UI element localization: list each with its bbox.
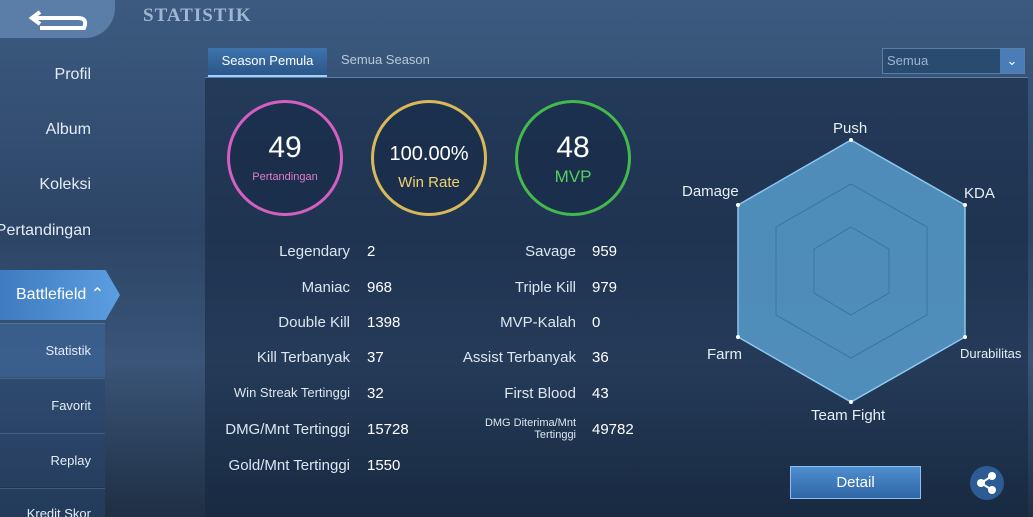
dropdown-arrow: ⌄	[1000, 49, 1024, 73]
summary-circle: 49 Pertandingan	[227, 100, 343, 216]
nav-item[interactable]: Hasil Pertandingan	[0, 222, 105, 240]
nav-item[interactable]: Koleksi	[39, 176, 91, 193]
stat-label: Gold/Mnt Tertinggi	[228, 457, 350, 474]
stat-value: 979	[592, 279, 618, 296]
nav-item[interactable]: Profil	[54, 66, 91, 83]
stat-value: 1398	[367, 314, 401, 331]
stat-value: 0	[592, 314, 601, 331]
summary-value: 48	[556, 131, 590, 164]
filter-label: Semua	[887, 53, 929, 68]
tab-active[interactable]: Season Pemula	[208, 48, 327, 77]
stat-label: MVP-Kalah	[500, 314, 576, 331]
stat-value: 2	[367, 243, 376, 260]
stat-label: Savage	[525, 243, 576, 260]
radar-axis-label: Farm	[707, 346, 742, 363]
sub-nav-item[interactable]: Favorit	[0, 378, 105, 432]
stat-value: 959	[592, 243, 618, 260]
summary-value: 100.00%	[389, 143, 469, 165]
stat-value: 15728	[367, 421, 409, 438]
stat-value: 49782	[592, 421, 634, 438]
summary-circle: 48 MVP	[515, 100, 631, 216]
filter-dropdown[interactable]: Semua ⌄	[882, 48, 1025, 74]
radar-axis-label: Push	[833, 120, 868, 137]
back-icon	[28, 10, 88, 30]
stat-label: DMG/Mnt Tertinggi	[225, 421, 350, 438]
stat-label: Triple Kill	[514, 279, 576, 296]
summary-label: MVP	[554, 167, 592, 186]
stat-label: Win Streak Tertinggi	[233, 385, 350, 400]
nav-item[interactable]: Album	[45, 121, 91, 138]
stat-value: 1550	[367, 457, 401, 474]
stat-label: Assist Terbanyak	[462, 349, 576, 366]
summary-circle: 100.00% Win Rate	[371, 100, 487, 216]
stat-label: Legendary	[279, 243, 350, 260]
radar-axis-label: KDA	[964, 185, 995, 202]
radar-grid	[775, 183, 928, 359]
detail-button[interactable]: Detail	[790, 466, 921, 499]
summary-value: 49	[268, 131, 302, 164]
radar-grid	[813, 226, 890, 316]
back-button[interactable]	[0, 0, 115, 38]
radar-vertices	[736, 138, 967, 404]
stat-label: Kill Terbanyak	[256, 349, 350, 366]
stat-label: Maniac	[301, 279, 350, 296]
share-icon	[977, 472, 996, 494]
nav-label: Hasil Pertandingan	[0, 222, 91, 239]
radar-chart	[736, 138, 967, 404]
stat-label: First Blood	[504, 385, 576, 402]
stat-value: 36	[592, 349, 609, 366]
summary-label: Win Rate	[398, 174, 460, 191]
stat-value: 32	[367, 385, 384, 402]
nav-item-active[interactable]: Battlefield ⌃	[0, 270, 120, 320]
share-button[interactable]	[970, 466, 1004, 500]
stat-label: DMG Diterima/Mnt Tertinggi	[484, 417, 576, 441]
radar-area	[737, 139, 966, 403]
tab-divider	[205, 77, 1028, 78]
summary-label: Pertandingan	[252, 171, 318, 183]
nav-label: Battlefield	[16, 286, 87, 303]
stat-value: 43	[592, 385, 609, 402]
tab[interactable]: Semua Season	[341, 52, 430, 67]
stat-label: Double Kill	[278, 314, 350, 331]
radar-axis-label: Team Fight	[811, 407, 886, 424]
page-title: STATISTIK	[143, 5, 252, 26]
sub-nav-item-active[interactable]: Statistik	[0, 323, 105, 377]
stat-value: 37	[367, 349, 384, 366]
radar-axis-label: Damage	[682, 183, 739, 200]
sub-nav-item[interactable]: Kredit Skor	[0, 488, 105, 517]
stat-value: 968	[367, 279, 393, 296]
sub-nav-item[interactable]: Replay	[0, 433, 105, 487]
radar-axis-label: Durabilitas	[960, 346, 1022, 361]
